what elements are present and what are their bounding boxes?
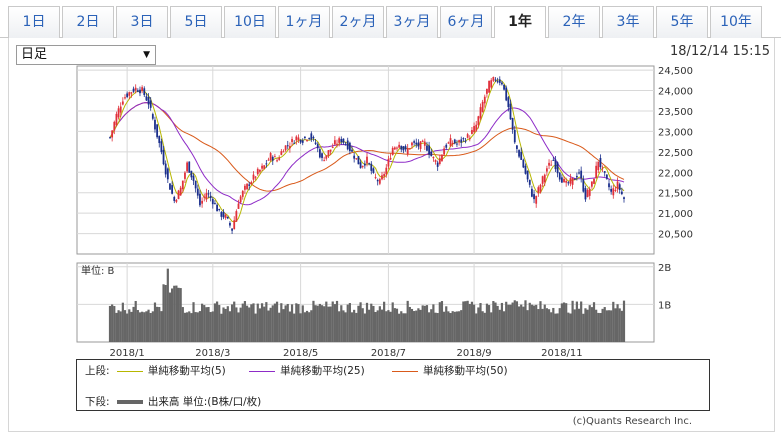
dropdown-arrow-icon: ▼ [143,50,150,60]
last-updated-timestamp: 18/12/14 15:15 [670,44,770,59]
legend-upper-label: 上段: [85,365,110,377]
volume-bar-swatch [116,400,143,404]
tab-10[interactable]: 1年 [494,6,546,39]
legend-ma5-label: 単純移動平均(5) [147,365,226,377]
tab-14[interactable]: 10年 [710,6,762,38]
legend-upper-row: 上段: 単純移動平均(5) 単純移動平均(25) 単純移動平均(50) [85,363,508,378]
period-tab-bar: 1日 2日 3日 5日 10日 1ヶ月 2ヶ月 3ヶ月 6ヶ月 1年 2年 3年 5年 10年 [0,0,781,39]
tab-5[interactable]: 10日 [224,6,276,38]
candle-interval-value: 日足 [21,47,48,62]
chart-legend: 上段: 単純移動平均(5) 単純移動平均(25) 単純移動平均(50) 下段: … [76,359,710,411]
legend-volume-label: 出来高 単位:(B株/口/枚) [147,396,262,408]
tab-8[interactable]: 3ヶ月 [386,6,438,38]
tab-1[interactable]: 1日 [8,6,60,38]
tab-6[interactable]: 1ヶ月 [278,6,330,38]
tab-2[interactable]: 2日 [62,6,114,38]
tab-13[interactable]: 5年 [656,6,708,38]
legend-ma25-label: 単純移動平均(25) [280,365,365,377]
candle-interval-select[interactable]: 日足 ▼ [16,45,156,65]
copyright-text: (c)Quants Research Inc. [572,416,692,427]
legend-ma50-label: 単純移動平均(50) [423,365,508,377]
ma50-line-swatch [392,370,419,372]
tab-11[interactable]: 2年 [548,6,600,38]
ma5-line-swatch [116,370,143,372]
ma25-line-swatch [249,370,276,372]
legend-lower-row: 下段: 出来高 単位:(B株/口/枚) [85,394,261,409]
tab-9[interactable]: 6ヶ月 [440,6,492,38]
tab-4[interactable]: 5日 [170,6,222,38]
tab-12[interactable]: 3年 [602,6,654,38]
tab-7[interactable]: 2ヶ月 [332,6,384,38]
legend-lower-label: 下段: [85,396,110,408]
tab-3[interactable]: 3日 [116,6,168,38]
